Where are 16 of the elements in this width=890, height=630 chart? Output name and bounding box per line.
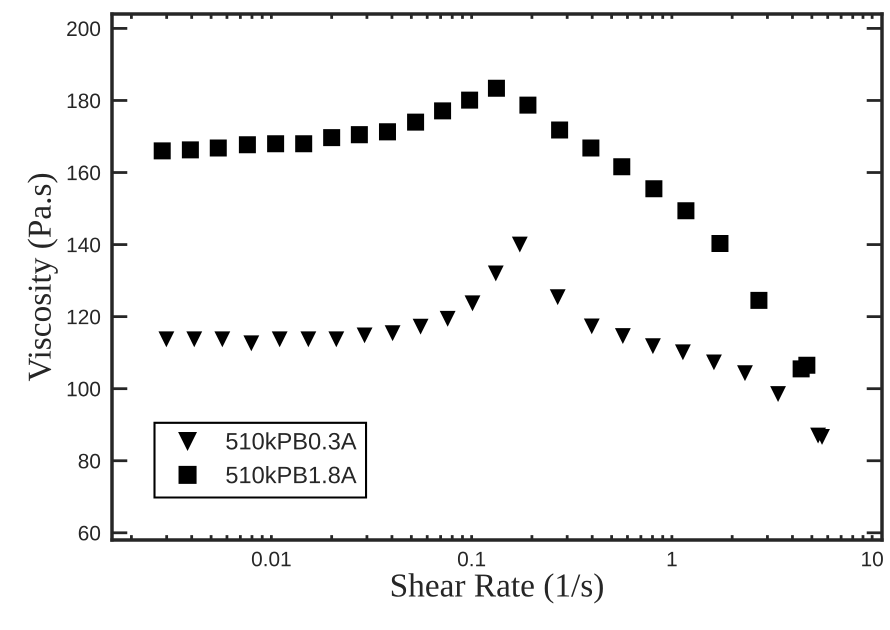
y-tick-label: 140: [68, 238, 100, 252]
y-tick-label: 180: [68, 93, 100, 108]
x-tick-label: 10: [862, 552, 883, 566]
legend-label: 510kPB0.3A: [226, 432, 357, 450]
y-tick-label: 60: [78, 526, 100, 541]
x-tick-label: 0.1: [458, 552, 486, 566]
y-tick-label: 120: [68, 310, 100, 324]
y-axis-title: Viscosity (Pa.s): [27, 174, 58, 382]
y-tick-label: 200: [67, 21, 100, 36]
y-tick-label: 100: [68, 382, 100, 396]
legend-label: 510kPB1.8A: [226, 466, 357, 484]
y-tick-label: 160: [68, 166, 100, 180]
x-axis-title: Shear Rate (1/s): [392, 573, 603, 604]
y-tick-label: 80: [78, 454, 100, 468]
x-tick-label: 1: [668, 552, 677, 566]
x-tick-label: 0.01: [252, 552, 291, 566]
